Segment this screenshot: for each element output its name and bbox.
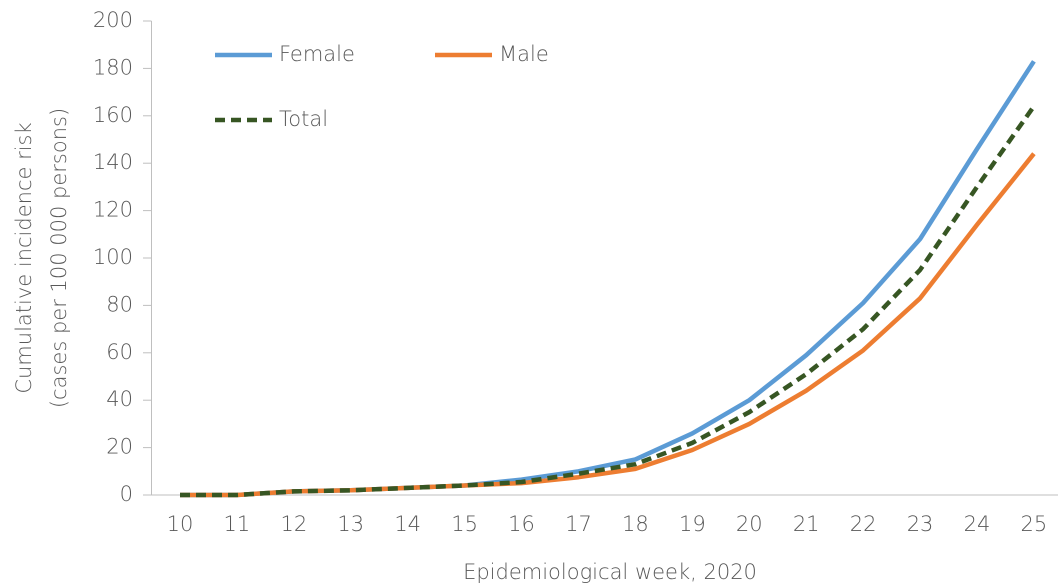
y-tick-label: 160 — [93, 103, 133, 127]
x-tick-label: 17 — [565, 512, 592, 536]
legend-label: Female — [279, 42, 355, 66]
y-tick-label: 120 — [93, 198, 133, 222]
x-tick-label: 15 — [451, 512, 478, 536]
legend-label: Male — [499, 42, 549, 66]
x-tick-label: 23 — [907, 512, 934, 536]
x-tick-label: 24 — [964, 512, 991, 536]
y-tick-label: 180 — [93, 55, 133, 79]
x-tick-label: 16 — [508, 512, 535, 536]
x-tick-label: 13 — [337, 512, 364, 536]
y-tick-label: 200 — [93, 8, 133, 32]
y-tick-label: 40 — [106, 387, 133, 411]
x-tick-label: 18 — [622, 512, 649, 536]
series-line — [180, 152, 1036, 498]
y-tick-label: 20 — [106, 435, 133, 459]
y-axis-label: Cumulative incidence risk — [12, 122, 36, 393]
x-tick-label: 10 — [167, 512, 194, 536]
y-tick-label: 80 — [106, 292, 133, 316]
y-tick-label: 60 — [106, 340, 133, 364]
x-tick-label: 19 — [679, 512, 706, 536]
x-tick-label: 22 — [850, 512, 877, 536]
x-tick-label: 21 — [793, 512, 820, 536]
x-tick-label: 25 — [1021, 512, 1048, 536]
y-tick-label: 140 — [93, 150, 133, 174]
y-tick-label: 0 — [120, 482, 133, 506]
y-axis-label: (cases per 100 000 persons) — [47, 108, 71, 408]
x-tick-label: 11 — [224, 512, 251, 536]
x-axis-label: Epidemiological week, 2020 — [463, 560, 757, 584]
x-tick-label: 12 — [280, 512, 307, 536]
x-tick-label: 20 — [736, 512, 763, 536]
legend-label: Total — [279, 107, 328, 131]
y-tick-label: 100 — [93, 245, 133, 269]
series-line — [180, 105, 1036, 498]
x-tick-label: 14 — [394, 512, 421, 536]
